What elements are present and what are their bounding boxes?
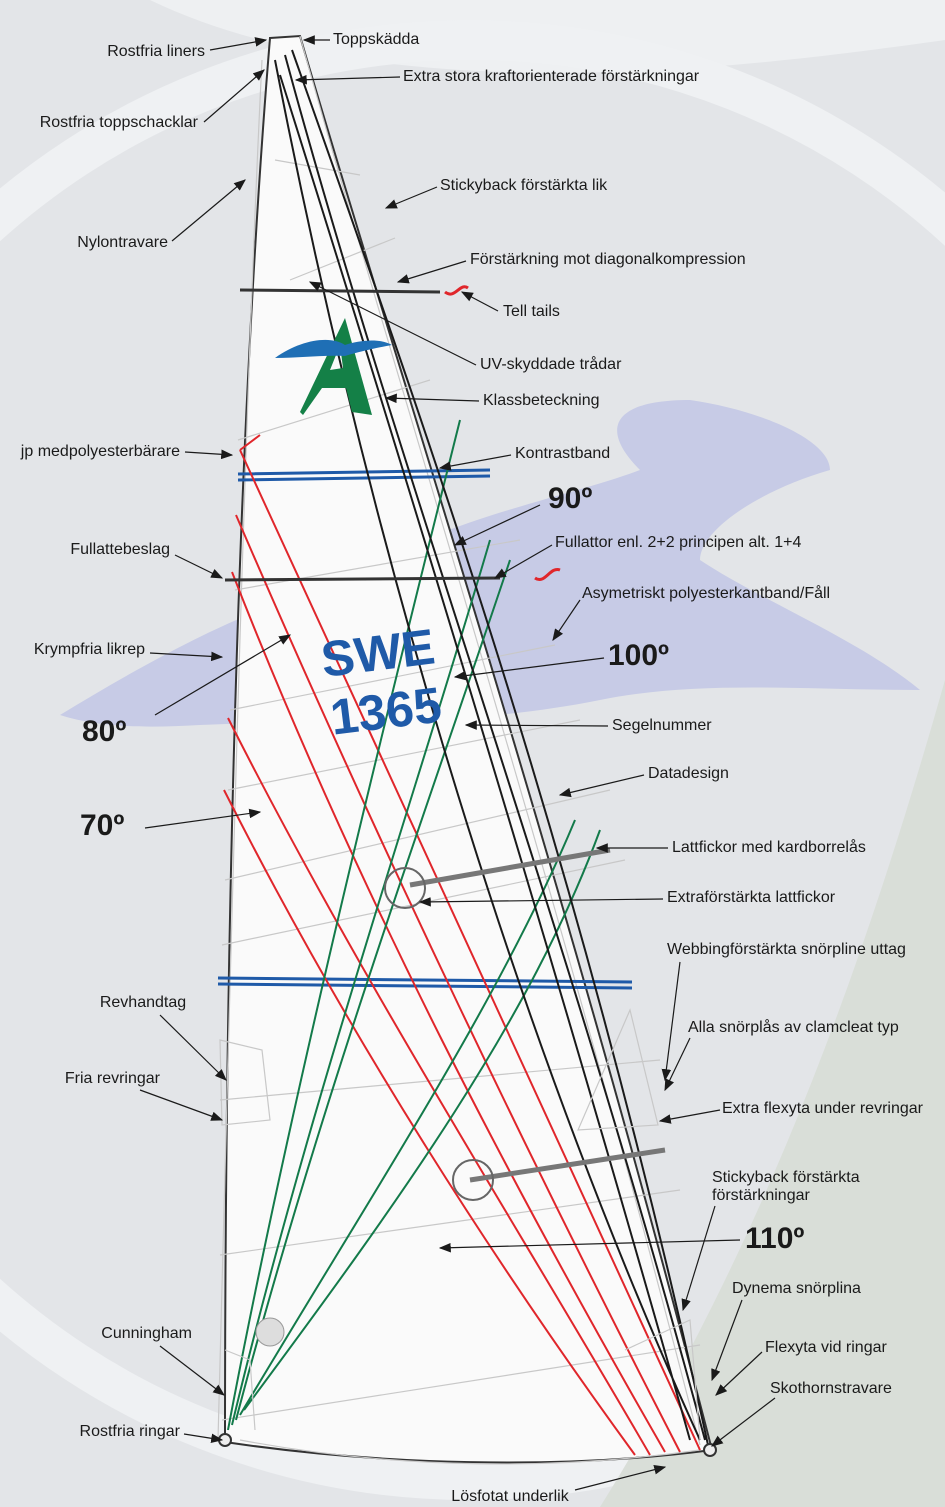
- sail-number: 1365: [327, 677, 444, 746]
- angle-label: 70º: [80, 809, 124, 842]
- label: Revhandtag: [100, 994, 186, 1011]
- label: jp medpolyesterbärare: [20, 443, 180, 460]
- label: Lattfickor med kardborrelås: [672, 838, 866, 856]
- label: Rostfria liners: [107, 43, 205, 60]
- label: Rostfria ringar: [80, 1423, 181, 1440]
- label: Stickyback förstärkta lik: [440, 177, 608, 194]
- callouts: Rostfria liners Toppskädda Extra stora k…: [20, 31, 924, 1505]
- label: Förstärkning mot diagonalkompression: [470, 251, 746, 268]
- label: Extraförstärkta lattfickor: [667, 889, 836, 906]
- label: Fullattebeslag: [70, 541, 170, 558]
- label: Tell tails: [503, 303, 560, 320]
- label: Cunningham: [101, 1325, 192, 1342]
- label: Asymetriskt polyesterkantband/Fåll: [582, 584, 830, 602]
- angle-label: 80º: [82, 715, 126, 748]
- label: Rostfria toppschacklar: [40, 114, 199, 131]
- label: Fullattor enl. 2+2 principen alt. 1+4: [555, 534, 801, 551]
- angle-label: 100º: [608, 639, 669, 672]
- label: Lösfotat underlik: [451, 1488, 569, 1505]
- label: Fria revringar: [65, 1070, 161, 1087]
- label: Extra stora kraftorienterade förstärknin…: [403, 68, 700, 85]
- label: Nylontravare: [77, 234, 168, 251]
- label: Extra flexyta under revringar: [722, 1100, 924, 1117]
- label: UV-skyddade trådar: [480, 355, 622, 373]
- label: Webbingförstärkta snörpline uttag: [667, 941, 906, 958]
- label: Toppskädda: [333, 31, 419, 48]
- label: Klassbeteckning: [483, 392, 600, 409]
- label: Datadesign: [648, 765, 729, 782]
- label: Alla snörplås av clamcleat typ: [688, 1018, 899, 1036]
- angle-label: 90º: [548, 482, 592, 515]
- label: Kontrastband: [515, 445, 610, 462]
- label: Dynema snörplina: [732, 1280, 861, 1297]
- label: Skothornstravare: [770, 1380, 892, 1397]
- angle-label: 110º: [745, 1222, 804, 1255]
- label: Krympfria likrep: [34, 641, 145, 658]
- label: Segelnummer: [612, 717, 712, 734]
- sail-letters: SWE: [318, 618, 438, 687]
- sail: SWE 1365: [217, 34, 717, 1465]
- label: Stickyback förstärkta förstärkningar: [712, 1169, 860, 1204]
- label-line: Stickyback förstärkta: [712, 1169, 860, 1186]
- label: Flexyta vid ringar: [765, 1339, 887, 1356]
- label-line: förstärkningar: [712, 1187, 810, 1204]
